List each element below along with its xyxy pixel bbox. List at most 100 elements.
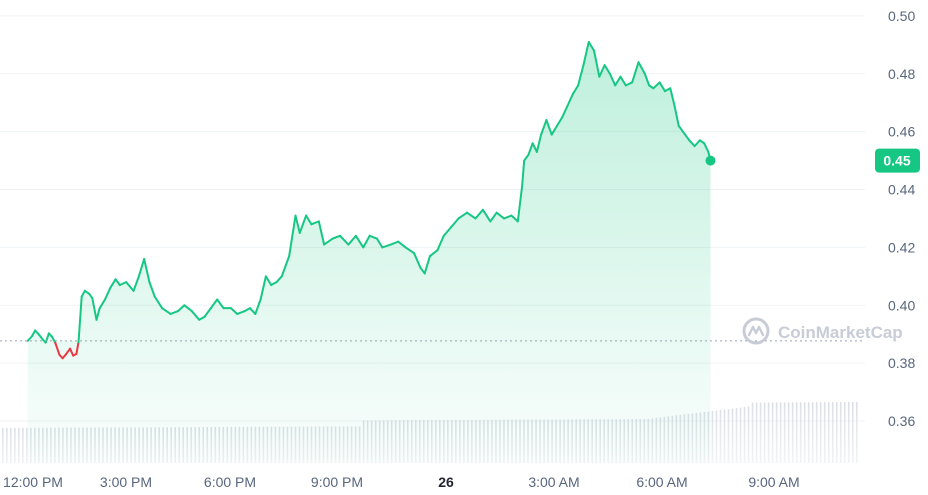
price-line-segment <box>109 278 117 289</box>
price-line-segment <box>80 289 86 298</box>
last-price-label: 0.45 <box>883 153 910 169</box>
price-line-segment <box>474 208 484 220</box>
y-tick-label: 0.38 <box>888 355 915 371</box>
price-line-segment <box>637 61 646 75</box>
price-line-segment <box>423 255 431 275</box>
volume-bar <box>823 402 826 463</box>
price-lines <box>26 40 712 360</box>
price-line-segment <box>688 139 696 148</box>
price-line-segment <box>280 255 291 278</box>
price-line-segment <box>169 310 180 315</box>
price-line-segment <box>294 214 301 234</box>
price-line-segment <box>381 243 392 249</box>
volume-bar <box>727 409 730 463</box>
price-line-segment <box>545 119 553 136</box>
volume-bar <box>851 402 854 463</box>
price-line-segment <box>148 281 156 298</box>
price-line-segment <box>249 307 257 315</box>
price-line-segment <box>503 214 513 220</box>
price-line-segment <box>114 278 121 287</box>
price-line-segment <box>561 104 569 119</box>
price-line-segment <box>652 81 661 90</box>
y-tick-label: 0.48 <box>888 66 915 82</box>
volume-bar <box>747 406 750 463</box>
volume-bar <box>827 402 830 463</box>
price-line-segment <box>481 208 492 223</box>
price-line-segment <box>354 234 365 249</box>
price-line-segment <box>614 75 622 87</box>
volume-bar <box>811 402 814 463</box>
volume-bar <box>787 402 790 463</box>
price-line-segment <box>521 159 526 188</box>
y-axis: 0.50 0.48 0.46 0.44 0.42 0.40 0.38 0.36 <box>888 8 915 429</box>
volume-bar <box>759 402 762 463</box>
volume-bar <box>771 402 774 463</box>
price-line-segment <box>457 211 469 220</box>
price-line-segment <box>137 257 146 278</box>
price-line-segment <box>64 347 72 356</box>
price-line-segment <box>26 335 33 342</box>
volume-bar <box>839 402 842 463</box>
volume-bar <box>14 427 16 463</box>
price-line-segment <box>523 153 530 162</box>
volume-bar <box>735 408 738 463</box>
volume-bar <box>723 409 726 463</box>
volume-bar <box>751 402 754 463</box>
price-line-segment <box>582 40 590 67</box>
volume-bar <box>815 402 818 463</box>
price-line-segment <box>203 307 212 318</box>
price-line-segment <box>608 72 617 87</box>
price-line-segment <box>555 116 564 127</box>
x-tick-label: 9:00 AM <box>748 474 799 490</box>
price-line-segment <box>436 234 445 252</box>
price-line-segment <box>143 257 151 284</box>
price-line-segment <box>413 252 422 269</box>
price-line-segment <box>368 234 379 240</box>
price-line-segment <box>624 81 634 87</box>
price-line-segment <box>603 64 611 75</box>
x-tick-label: 12:00 PM <box>3 474 63 490</box>
price-line-segment <box>450 217 460 229</box>
volume-bar <box>819 402 822 463</box>
price-line-segment <box>593 49 601 78</box>
price-line-segment <box>161 307 172 315</box>
volume-bar <box>6 427 8 463</box>
last-price-marker: 0.45 <box>705 148 920 173</box>
x-tick-label: 6:00 AM <box>636 474 687 490</box>
y-tick-label: 0.46 <box>888 124 915 140</box>
volume-bar <box>803 402 806 463</box>
volume-bar <box>835 402 838 463</box>
price-line-segment <box>338 234 350 246</box>
x-axis: 12:00 PM 3:00 PM 6:00 PM 9:00 PM 26 3:00 AM 6:… <box>3 474 800 490</box>
price-line-segment <box>510 214 519 223</box>
volume-bar <box>779 402 782 463</box>
volume-bar <box>731 408 734 463</box>
price-line-segment <box>535 133 543 153</box>
coinmarketcap-logo-icon <box>742 317 770 345</box>
volume-bar <box>799 402 802 463</box>
watermark: CoinMarketCap <box>742 317 903 345</box>
price-line-segment <box>531 142 538 153</box>
price-line-segment <box>442 226 453 237</box>
price-line-segment <box>236 310 246 315</box>
price-line-segment <box>98 298 106 310</box>
volume-bar <box>807 402 810 463</box>
price-line-segment <box>118 281 128 287</box>
price-line-segment <box>489 211 498 223</box>
price-line-segment <box>305 214 313 226</box>
price-line-segment <box>619 75 627 87</box>
price-area-fill <box>27 41 711 463</box>
y-tick-label: 0.42 <box>888 239 915 255</box>
price-line-segment <box>183 304 193 313</box>
volume-bar <box>775 402 778 463</box>
price-line-segment <box>91 297 98 321</box>
price-line-segment <box>34 329 41 337</box>
price-line-segment <box>376 237 384 249</box>
price-line-segment <box>571 84 580 96</box>
volume-bar <box>711 410 714 463</box>
price-line-segment <box>190 310 201 321</box>
price-line-segment <box>264 275 273 287</box>
price-line-segment <box>132 275 140 292</box>
volume-bar <box>739 407 742 463</box>
